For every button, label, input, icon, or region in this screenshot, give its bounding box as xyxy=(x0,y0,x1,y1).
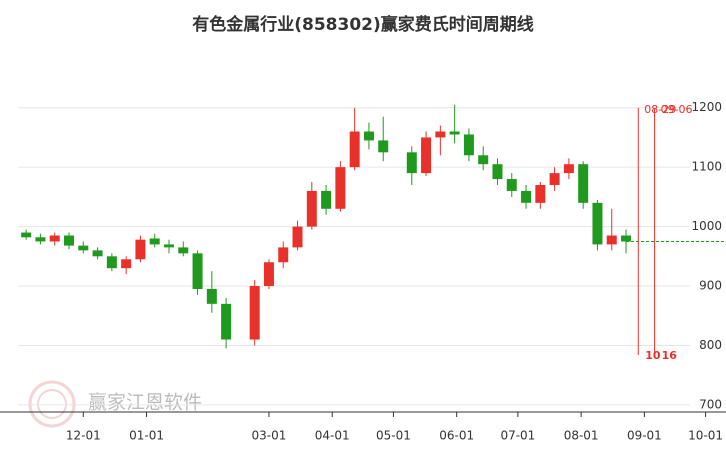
y-tick-label: 700 xyxy=(699,397,722,411)
y-tick-label: 800 xyxy=(699,338,722,352)
x-tick-label: 07-01 xyxy=(500,429,535,443)
candle-body xyxy=(206,288,217,304)
candle-body xyxy=(335,167,346,209)
cycle-date-label: 09-06 xyxy=(661,103,693,116)
candle-body xyxy=(49,235,60,242)
candle-body xyxy=(121,259,132,269)
candle-body xyxy=(435,131,446,138)
x-tick-label: 05-01 xyxy=(376,429,411,443)
candle-body xyxy=(92,250,103,257)
x-tick-label: 04-01 xyxy=(315,429,350,443)
x-tick-label: 12-01 xyxy=(66,429,101,443)
y-tick-label: 1100 xyxy=(691,160,722,174)
x-tick-label: 10-01 xyxy=(688,429,723,443)
cycle-date-label: 08-29 xyxy=(644,103,676,116)
candle-body xyxy=(192,253,203,289)
candle-body xyxy=(321,190,332,209)
candle-body xyxy=(221,303,232,340)
candle-body xyxy=(521,190,532,203)
candle-body xyxy=(421,137,432,174)
candle-body xyxy=(249,286,260,340)
candle-body xyxy=(178,247,189,254)
candle-body xyxy=(621,235,632,242)
candle-body xyxy=(506,179,517,191)
candle-body xyxy=(106,256,117,269)
candle-body xyxy=(263,262,274,287)
y-tick-label: 900 xyxy=(699,279,722,293)
candle-body xyxy=(149,238,160,245)
chart-title: 有色金属行业(858302)赢家费氏时间周期线 xyxy=(192,14,534,35)
candle-body xyxy=(478,155,489,165)
x-tick-label: 09-01 xyxy=(627,429,662,443)
candle-body xyxy=(463,134,474,156)
x-tick-label: 01-01 xyxy=(129,429,164,443)
candle-body xyxy=(21,232,32,238)
x-tick-label: 08-01 xyxy=(564,429,599,443)
candle-body xyxy=(292,226,303,248)
logo-inner xyxy=(37,389,67,419)
cycle-count-label: 10 xyxy=(645,349,661,362)
watermark-logo xyxy=(28,380,76,428)
candle-body xyxy=(306,190,317,227)
watermark: 赢家江恩软件 xyxy=(88,392,202,414)
x-tick-label: 06-01 xyxy=(439,429,474,443)
candle-body xyxy=(406,152,417,174)
candle-body xyxy=(363,131,374,141)
cycle-count-label: 16 xyxy=(662,349,678,362)
candle-body xyxy=(135,239,146,260)
candle-body xyxy=(78,245,89,251)
candle-body xyxy=(163,244,174,248)
candle-body xyxy=(549,173,560,185)
candle-body xyxy=(492,164,503,180)
y-tick-label: 1200 xyxy=(691,100,722,114)
candle-body xyxy=(578,164,589,203)
candle-body xyxy=(592,202,603,245)
candle-body xyxy=(606,235,617,245)
candle-body xyxy=(535,184,546,203)
candle-body xyxy=(278,247,289,263)
candle-body xyxy=(378,140,389,153)
y-tick-label: 1000 xyxy=(691,219,722,233)
logo-ring xyxy=(28,380,76,428)
candle-body xyxy=(349,131,360,168)
candle-body xyxy=(35,237,46,242)
candle-body xyxy=(64,235,75,246)
candle-body xyxy=(449,131,460,135)
candle-body xyxy=(563,164,574,174)
x-tick-label: 03-01 xyxy=(252,429,287,443)
